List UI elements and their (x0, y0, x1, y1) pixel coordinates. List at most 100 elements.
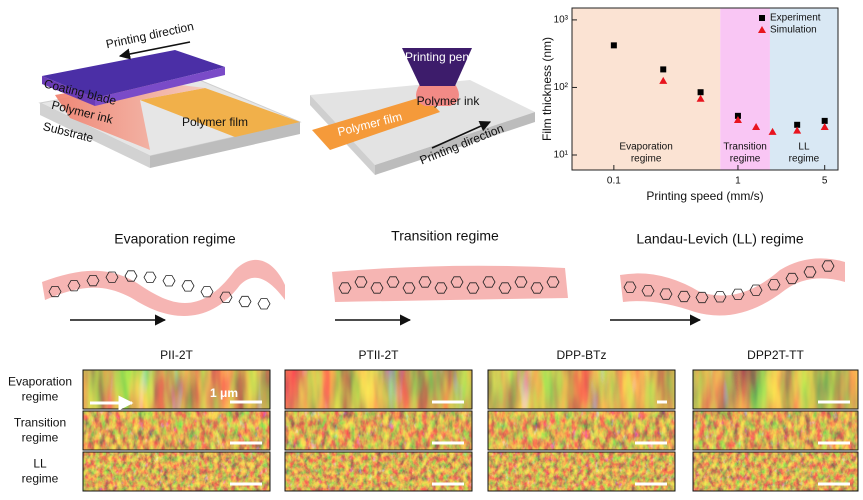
row-label: Evaporation (8, 375, 72, 389)
data-point (659, 76, 668, 84)
row-label: regime (22, 390, 59, 404)
ring (105, 271, 119, 283)
label: Printing pen (405, 50, 469, 64)
label: Polymer ink (417, 94, 481, 108)
row-label: Transition (14, 416, 66, 430)
ring (466, 282, 480, 294)
afm-image (488, 370, 675, 409)
x-tick-label: 0.1 (607, 176, 621, 187)
regime-label: regime (789, 154, 820, 165)
regime-label: Transition (723, 142, 767, 153)
data-point (768, 127, 777, 135)
afm-border (692, 451, 859, 492)
regime-label: Evaporation (619, 142, 672, 153)
x-tick-label: 5 (822, 176, 828, 187)
ring (695, 291, 709, 304)
afm-grid: PII-2T PTII-2T DPP-BTz DPP2T-TT 1 μm Evaporat… (8, 348, 859, 492)
ring (162, 275, 176, 287)
regime-label: regime (631, 154, 662, 165)
regime-label: LL (798, 142, 810, 153)
row-label: regime (22, 472, 59, 486)
regime-region (572, 8, 721, 170)
data-point (610, 42, 617, 49)
data-point (752, 122, 761, 130)
ring (386, 276, 400, 288)
afm-border (82, 451, 271, 492)
plot-frame (571, 7, 839, 171)
afm-border (82, 410, 271, 451)
afm-border (487, 451, 676, 492)
ring (482, 276, 496, 288)
afm-border (487, 369, 676, 410)
data-point (733, 115, 742, 123)
regime-title: Evaporation regime (114, 231, 236, 247)
thickness-chart: Film thickness (nm) Printing speed (mm/s… (540, 7, 839, 203)
ring (713, 291, 727, 303)
regime-region (720, 8, 770, 170)
ring (514, 276, 528, 288)
scale-label: 1 μm (210, 386, 238, 400)
data-point (794, 121, 801, 128)
row-label: LL (33, 457, 47, 471)
ring (354, 276, 368, 288)
ring (821, 260, 835, 272)
ring (124, 270, 138, 282)
x-tick-label: 1 (735, 176, 741, 187)
y-axis-label: Film thickness (nm) (540, 37, 554, 141)
ring (641, 285, 655, 297)
afm-border (692, 410, 859, 451)
y-tick-label: 10¹ (554, 150, 569, 161)
legend-label: Simulation (770, 25, 817, 36)
data-point (821, 117, 828, 124)
ring (48, 285, 62, 298)
legend-label: Experiment (770, 13, 821, 24)
ring (498, 282, 512, 294)
ring (767, 279, 781, 291)
pen-printing-schematic: Printing pen Polymer ink Polymer film Pr… (310, 48, 535, 175)
data-point (759, 15, 765, 21)
label: Polymer film (182, 115, 248, 129)
x-axis-label: Printing speed (mm/s) (646, 189, 763, 203)
ring (530, 282, 544, 294)
ring (219, 291, 233, 303)
ring (623, 281, 637, 293)
ring (257, 298, 271, 310)
ring (67, 280, 81, 292)
afm-border (284, 451, 473, 492)
ring (338, 282, 352, 294)
data-point (696, 94, 705, 102)
ring (402, 282, 416, 294)
ring (143, 271, 157, 283)
ring (434, 282, 448, 294)
regime-title: Landau-Levich (LL) regime (636, 231, 804, 247)
ring (659, 288, 673, 300)
ring (731, 288, 745, 300)
blade-coating-schematic: Printing direction Coating blade Polymer… (38, 19, 302, 168)
ring (749, 284, 763, 296)
ring (546, 276, 560, 288)
column-title: DPP-BTz (556, 348, 606, 362)
afm-border (487, 410, 676, 451)
afm-border (82, 369, 271, 410)
data-point (758, 26, 766, 33)
column-title: PTII-2T (358, 348, 399, 362)
data-point (793, 126, 802, 134)
data-point (820, 122, 829, 130)
ring (181, 280, 195, 292)
ring (677, 290, 691, 303)
data-point (660, 66, 667, 73)
column-title: DPP2T-TT (747, 348, 804, 362)
data-point (734, 112, 741, 119)
ring (86, 274, 100, 287)
ring (785, 272, 799, 285)
afm-border (692, 369, 859, 410)
y-tick-label: 10² (554, 82, 569, 93)
ring (450, 276, 464, 288)
label: Printing direction (105, 19, 195, 51)
afm-border (284, 369, 473, 410)
ring (200, 286, 214, 298)
ring (418, 276, 432, 288)
regime-schematics: Evaporation regime Transition regime Lan… (42, 228, 845, 326)
data-point (697, 89, 704, 96)
